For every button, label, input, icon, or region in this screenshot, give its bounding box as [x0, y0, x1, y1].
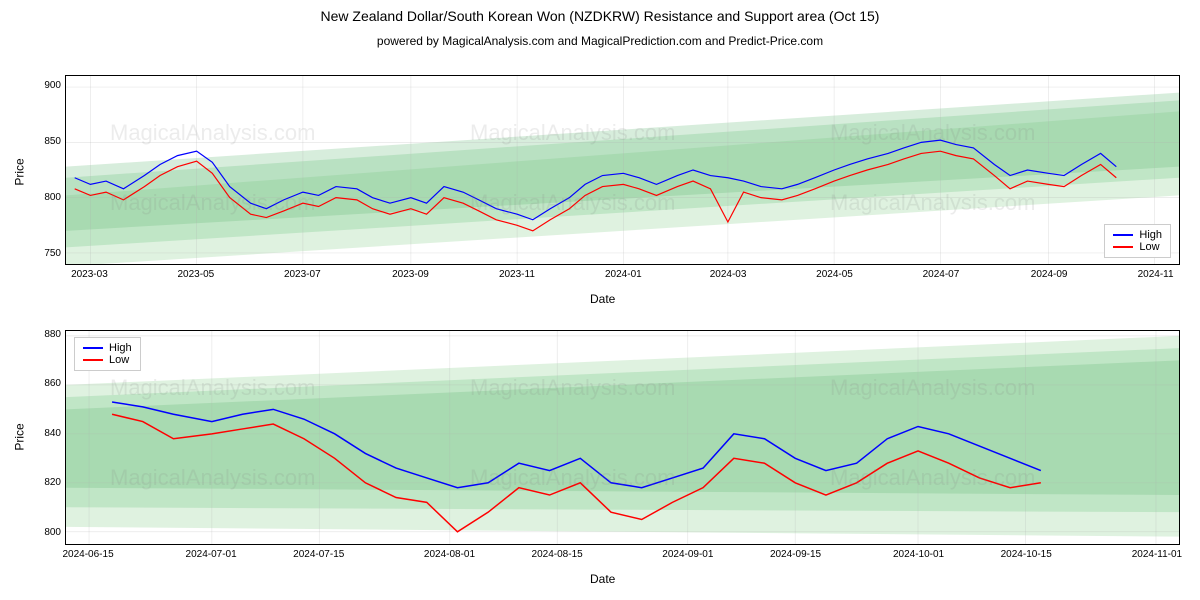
ytick-label: 820 [44, 477, 61, 488]
xtick-label: 2024-06-15 [58, 549, 118, 560]
xtick-label: 2024-11-01 [1127, 549, 1187, 560]
ytick-label: 800 [44, 527, 61, 538]
xtick-label: 2024-07-01 [181, 549, 241, 560]
legend-label: High [109, 342, 132, 354]
chart-panel-top: HighLow [65, 75, 1180, 265]
legend-row: High [1113, 229, 1162, 241]
xtick-label: 2024-09 [1019, 269, 1079, 280]
xtick-label: 2023-03 [59, 269, 119, 280]
xtick-label: 2024-07-15 [289, 549, 349, 560]
ytick-label: 800 [44, 192, 61, 203]
xtick-label: 2024-05 [805, 269, 865, 280]
ylabel-top: Price [13, 158, 27, 185]
legend-label: Low [1139, 241, 1159, 253]
xtick-label: 2023-09 [380, 269, 440, 280]
xtick-label: 2023-05 [166, 269, 226, 280]
legend-row: High [83, 342, 132, 354]
chart-title: New Zealand Dollar/South Korean Won (NZD… [0, 8, 1200, 24]
xtick-label: 2024-08-15 [527, 549, 587, 560]
ytick-label: 850 [44, 136, 61, 147]
legend-bottom: HighLow [74, 337, 141, 371]
legend-row: Low [83, 354, 132, 366]
legend-swatch [1113, 246, 1133, 248]
legend-swatch [83, 359, 103, 361]
xtick-label: 2024-10-15 [996, 549, 1056, 560]
xlabel-top: Date [590, 292, 615, 306]
xtick-label: 2024-09-15 [766, 549, 826, 560]
xtick-label: 2024-07 [911, 269, 971, 280]
legend-top: HighLow [1104, 224, 1171, 258]
legend-swatch [83, 347, 103, 349]
ytick-label: 880 [44, 329, 61, 340]
ylabel-bottom: Price [13, 423, 27, 450]
legend-swatch [1113, 234, 1133, 236]
xtick-label: 2024-11 [1126, 269, 1186, 280]
ytick-label: 840 [44, 428, 61, 439]
xtick-label: 2024-08-01 [419, 549, 479, 560]
xtick-label: 2024-09-01 [658, 549, 718, 560]
chart-subtitle: powered by MagicalAnalysis.com and Magic… [0, 34, 1200, 48]
xtick-label: 2024-03 [698, 269, 758, 280]
xtick-label: 2024-10-01 [889, 549, 949, 560]
xlabel-bottom: Date [590, 572, 615, 586]
ytick-label: 900 [44, 80, 61, 91]
xtick-label: 2023-07 [272, 269, 332, 280]
xtick-label: 2024-01 [593, 269, 653, 280]
xtick-label: 2023-11 [487, 269, 547, 280]
ytick-label: 860 [44, 378, 61, 389]
chart-svg-top [66, 76, 1179, 264]
legend-label: Low [109, 354, 129, 366]
chart-svg-bottom [66, 331, 1179, 544]
chart-panel-bottom: HighLow [65, 330, 1180, 545]
legend-label: High [1139, 229, 1162, 241]
legend-row: Low [1113, 241, 1162, 253]
ytick-label: 750 [44, 248, 61, 259]
